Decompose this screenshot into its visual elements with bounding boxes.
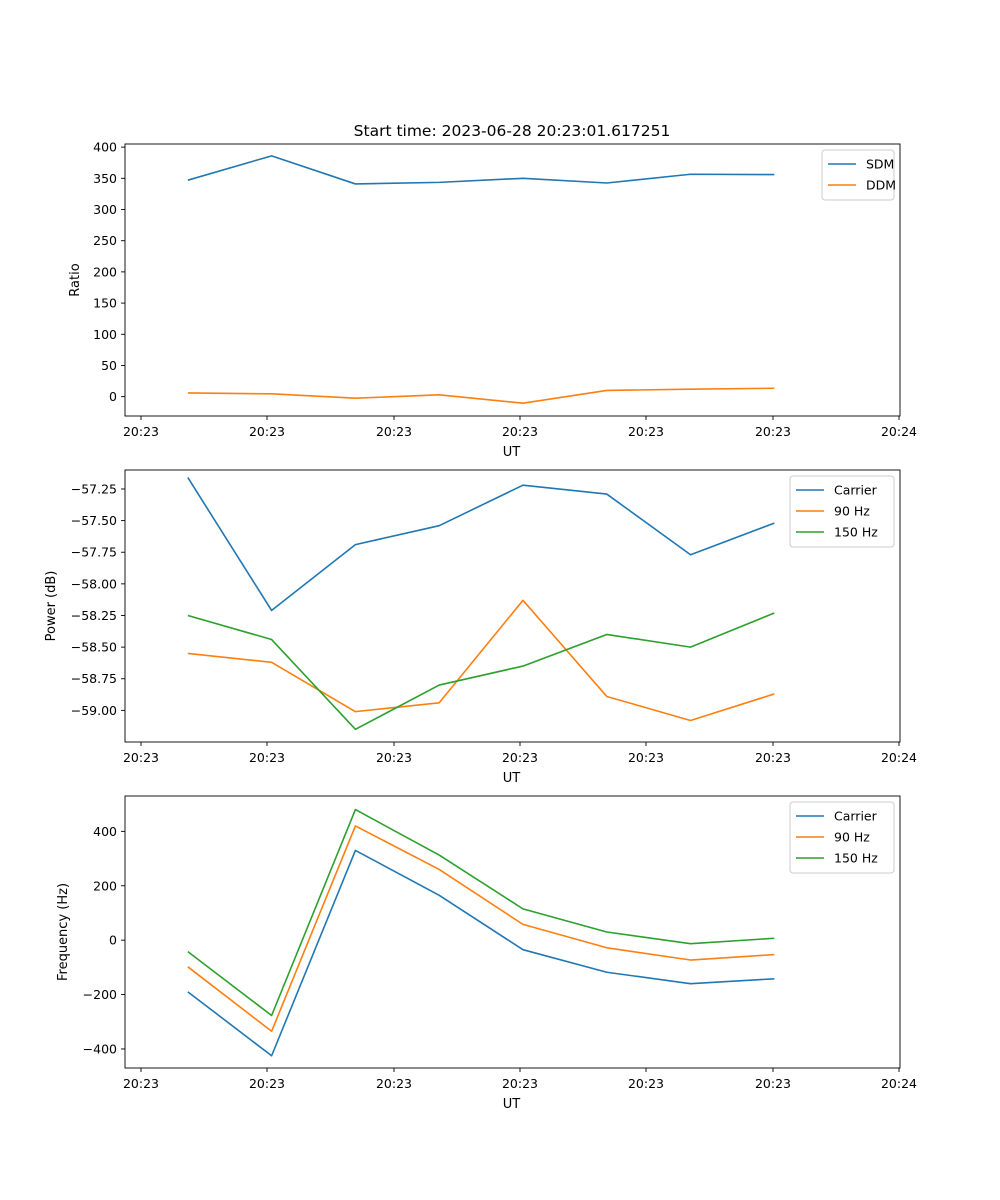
y-axis-label: Power (dB) [44, 571, 59, 642]
x-tick-label: 20:23 [755, 424, 791, 439]
y-tick-label: −57.75 [71, 545, 117, 560]
x-tick-label: 20:23 [502, 750, 538, 765]
y-tick-label: 250 [93, 233, 117, 248]
x-tick-label: 20:23 [249, 1076, 285, 1091]
x-tick-label: 20:24 [881, 1076, 917, 1091]
series-line-2 [187, 387, 775, 405]
x-tick-label: 20:23 [376, 424, 412, 439]
x-tick-label: 20:23 [628, 424, 664, 439]
y-tick-label: −58.00 [71, 576, 117, 591]
y-axis-label: Ratio [68, 263, 83, 296]
x-tick-label: 20:23 [755, 1076, 791, 1091]
series-line-1 [187, 155, 775, 185]
x-tick-label: 20:24 [881, 750, 917, 765]
y-tick-label: 100 [93, 327, 117, 342]
y-tick-label: −57.25 [71, 481, 117, 496]
axes-frame [124, 143, 901, 417]
legend-label-1: Carrier [834, 483, 878, 498]
x-tick-label: 20:23 [376, 1076, 412, 1091]
y-tick-label: −400 [83, 1041, 117, 1056]
x-axis-label: UT [503, 771, 521, 786]
legend-label-2: DDM [866, 178, 896, 193]
y-tick-label: 200 [93, 264, 117, 279]
y-tick-label: 200 [93, 878, 117, 893]
series-line-1 [187, 477, 775, 612]
x-tick-label: 20:23 [249, 750, 285, 765]
legend-box [789, 475, 895, 548]
figure-title: Start time: 2023-06-28 20:23:01.617251 [354, 122, 671, 140]
legend-label-2: 90 Hz [834, 504, 870, 519]
y-tick-label: 300 [93, 202, 117, 217]
series-line-2 [187, 825, 775, 1033]
x-tick-label: 20:23 [628, 1076, 664, 1091]
x-tick-label: 20:23 [123, 750, 159, 765]
x-tick-label: 20:23 [755, 750, 791, 765]
y-tick-label: 400 [93, 824, 117, 839]
y-tick-label: 0 [109, 933, 117, 948]
x-tick-label: 20:23 [123, 1076, 159, 1091]
legend-label-2: 90 Hz [834, 830, 870, 845]
series-line-2 [187, 599, 775, 722]
x-axis-label: UT [503, 445, 521, 460]
chart-panel-2: −59.00 −58.75 −58.50 −58.25 −58.00 −57.75 −57.… [44, 469, 917, 786]
chart-panel-3: −400 −200 0 200 400 20:23 20:23 20:23 20:23 20:23… [56, 795, 917, 1112]
chart-panel-1: 0 50 100 150 200 250 300 350 400 20:23 20:23 20:23 2… [68, 140, 917, 460]
y-tick-label: 400 [93, 140, 117, 155]
series-line-1 [187, 849, 775, 1057]
legend-label-1: SDM [866, 157, 894, 172]
y-tick-label: −200 [83, 987, 117, 1002]
y-tick-label: −58.50 [71, 640, 117, 655]
y-tick-label: −57.50 [71, 513, 117, 528]
series-line-3 [187, 808, 775, 1017]
chart-panels: 0 50 100 150 200 250 300 350 400 20:23 20:23 20:23 2… [44, 140, 917, 1112]
x-tick-label: 20:23 [502, 1076, 538, 1091]
x-axis-label: UT [503, 1097, 521, 1112]
y-tick-label: −58.75 [71, 671, 117, 686]
axes-frame [124, 469, 901, 743]
y-tick-label: 50 [101, 358, 117, 373]
y-tick-label: 150 [93, 296, 117, 311]
x-tick-label: 20:23 [249, 424, 285, 439]
y-axis-label: Frequency (Hz) [56, 883, 71, 981]
axes-frame [124, 795, 901, 1069]
series-line-3 [187, 612, 775, 731]
legend-box [821, 149, 895, 201]
x-tick-label: 20:23 [376, 750, 412, 765]
x-tick-label: 20:24 [881, 424, 917, 439]
legend-label-3: 150 Hz [834, 851, 878, 866]
y-tick-label: −58.25 [71, 608, 117, 623]
legend-label-1: Carrier [834, 809, 878, 824]
legend-box [789, 801, 895, 874]
y-tick-label: 350 [93, 171, 117, 186]
x-tick-label: 20:23 [628, 750, 664, 765]
x-tick-label: 20:23 [123, 424, 159, 439]
legend-label-3: 150 Hz [834, 525, 878, 540]
x-tick-label: 20:23 [502, 424, 538, 439]
y-tick-label: 0 [109, 389, 117, 404]
y-tick-label: −59.00 [71, 703, 117, 718]
